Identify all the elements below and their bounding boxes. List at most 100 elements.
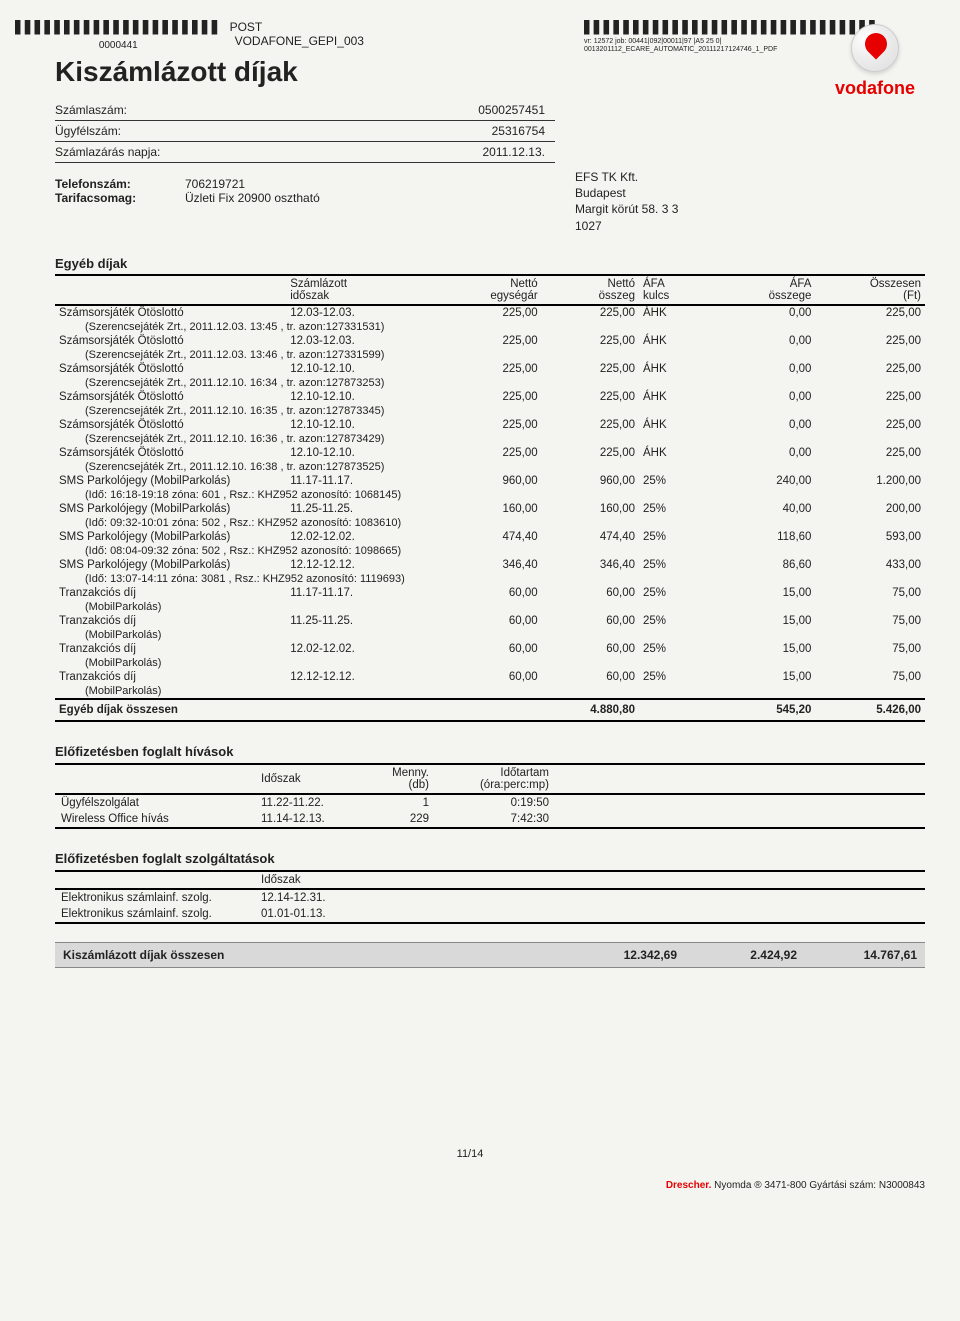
cell-va: 240,00 [706,474,816,488]
cell-name: Elektronikus számlainf. szolg. [55,906,255,923]
cell-name: Számsorsjáték Ötöslottó [55,390,286,404]
cell-detail: (Szerencsejáték Zrt., 2011.12.10. 16:36 … [55,432,925,446]
cell-detail: (Idő: 08:04-09:32 zóna: 502 , Rsz.: KHZ9… [55,544,925,558]
cell-net: 60,00 [542,642,639,656]
cell-va: 15,00 [706,670,816,684]
vodafone-icon [851,24,899,72]
cell-unit: 225,00 [432,446,542,460]
cell-detail: (Idő: 09:32-10:01 zóna: 502 , Rsz.: KHZ9… [55,516,925,530]
cell-net: 225,00 [542,390,639,404]
cell-period: 11.14-12.13. [255,811,365,828]
cell-period: 12.10-12.10. [286,446,432,460]
cell-name: Tranzakciós díj [55,642,286,656]
table-row: Tranzakciós díj11.17-11.17.60,0060,0025%… [55,586,925,600]
cell-detail: (MobilParkolás) [55,684,925,699]
cell-unit: 225,00 [432,362,542,376]
table-row: Számsorsjáték Ötöslottó12.10-12.10.225,0… [55,446,925,460]
cell-vk: 25% [639,614,706,628]
cell-detail: (MobilParkolás) [55,656,925,670]
cell-tot: 225,00 [815,305,925,320]
table-row: Számsorsjáték Ötöslottó12.03-12.03.225,0… [55,305,925,320]
cell-va: 0,00 [706,390,816,404]
th-svc-period: Időszak [255,871,365,889]
cell-net: 225,00 [542,334,639,348]
cell-va: 0,00 [706,418,816,432]
barcode-left: ▌▌▌▌▌▌▌▌▌▌▌▌▌▌▌▌▌▌▌▌▌ 0000441 POST VODAF… [15,20,364,51]
cell-va: 0,00 [706,305,816,320]
cell-tot: 75,00 [815,614,925,628]
detail-row: (Idő: 09:32-10:01 zóna: 502 , Rsz.: KHZ9… [55,516,925,530]
table-row: Számsorsjáték Ötöslottó12.10-12.10.225,0… [55,362,925,376]
th-vk-1: ÁFA [643,278,665,290]
fees-title: Egyéb díjak [55,256,925,271]
cell-unit: 60,00 [432,586,542,600]
cell-name: SMS Parkolójegy (MobilParkolás) [55,502,286,516]
cell-name: SMS Parkolójegy (MobilParkolás) [55,530,286,544]
cell-vk: 25% [639,474,706,488]
cell-net: 60,00 [542,670,639,684]
detail-row: (MobilParkolás) [55,628,925,642]
info-value: 2011.12.13. [225,145,555,159]
th-unit-2: egységár [490,290,537,302]
cell-va: 15,00 [706,614,816,628]
cell-qty: 1 [365,794,435,811]
header-block: Számlaszám: 0500257451 Ügyfélszám: 25316… [55,100,555,163]
grand-total-row: Kiszámlázott díjak összesen 12.342,69 2.… [55,942,925,968]
cell-vk: ÁHK [639,418,706,432]
cell-detail: (MobilParkolás) [55,600,925,614]
table-row: Számsorsjáték Ötöslottó12.10-12.10.225,0… [55,390,925,404]
cell-name: Tranzakciós díj [55,670,286,684]
cell-period: 12.14-12.31. [255,889,365,906]
cell-detail: (Szerencsejáték Zrt., 2011.12.10. 16:34 … [55,376,925,390]
detail-row: (Szerencsejáték Zrt., 2011.12.10. 16:38 … [55,460,925,474]
tariff-label: Tarifacsomag: [55,191,185,205]
cell-detail: (MobilParkolás) [55,628,925,642]
cell-name: Számsorsjáték Ötöslottó [55,334,286,348]
cell-net: 225,00 [542,418,639,432]
cell-vk: 25% [639,530,706,544]
info-label: Számlazárás napja: [55,145,225,159]
cell-net: 474,40 [542,530,639,544]
cell-unit: 60,00 [432,614,542,628]
cell-tot: 433,00 [815,558,925,572]
cell-net: 60,00 [542,586,639,600]
recipient-line: EFS TK Kft. [575,169,925,185]
info-label: Ügyfélszám: [55,124,225,138]
cell-net: 60,00 [542,614,639,628]
table-row: Ügyfélszolgálat11.22-11.22.10:19:50 [55,794,925,811]
fees-total-row: Egyéb díjak összesen 4.880,80 545,20 5.4… [55,699,925,721]
info-line-2: Számlazárás napja: 2011.12.13. [55,142,555,163]
cell-vk: ÁHK [639,305,706,320]
recipient-line: 1027 [575,218,925,234]
th-net-1: Nettó [608,278,636,290]
detail-row: (Szerencsejáték Zrt., 2011.12.03. 13:46 … [55,348,925,362]
cell-tot: 225,00 [815,418,925,432]
cell-vk: 25% [639,502,706,516]
th-vk-2: kulcs [643,290,669,302]
tel-label: Telefonszám: [55,177,185,191]
cell-net: 346,40 [542,558,639,572]
cell-net: 225,00 [542,446,639,460]
table-row: Wireless Office hívás11.14-12.13.2297:42… [55,811,925,828]
fees-total-sum: 5.426,00 [815,699,925,721]
cell-net: 160,00 [542,502,639,516]
table-row: SMS Parkolójegy (MobilParkolás)11.17-11.… [55,474,925,488]
cell-va: 0,00 [706,362,816,376]
cell-name: Tranzakciós díj [55,614,286,628]
cell-vk: ÁHK [639,334,706,348]
cell-vk: ÁHK [639,390,706,404]
cell-net: 225,00 [542,362,639,376]
calls-title: Előfizetésben foglalt hívások [55,744,925,759]
th-va-2: összege [769,290,812,302]
cell-tot: 75,00 [815,586,925,600]
cell-name: Számsorsjáték Ötöslottó [55,362,286,376]
th-period: Időszak [255,764,365,794]
cell-va: 15,00 [706,642,816,656]
recipient-block: EFS TK Kft. Budapest Margit körút 58. 3 … [575,169,925,234]
footer-rest: Nyomda ® 3471-800 Gyártási szám: N300084… [711,1180,925,1191]
fees-total-net: 4.880,80 [542,699,639,721]
cell-period: 12.03-12.03. [286,305,432,320]
barcode-number: 0000441 [15,40,222,51]
page-title: Kiszámlázott díjak [55,56,555,88]
cell-net: 225,00 [542,305,639,320]
